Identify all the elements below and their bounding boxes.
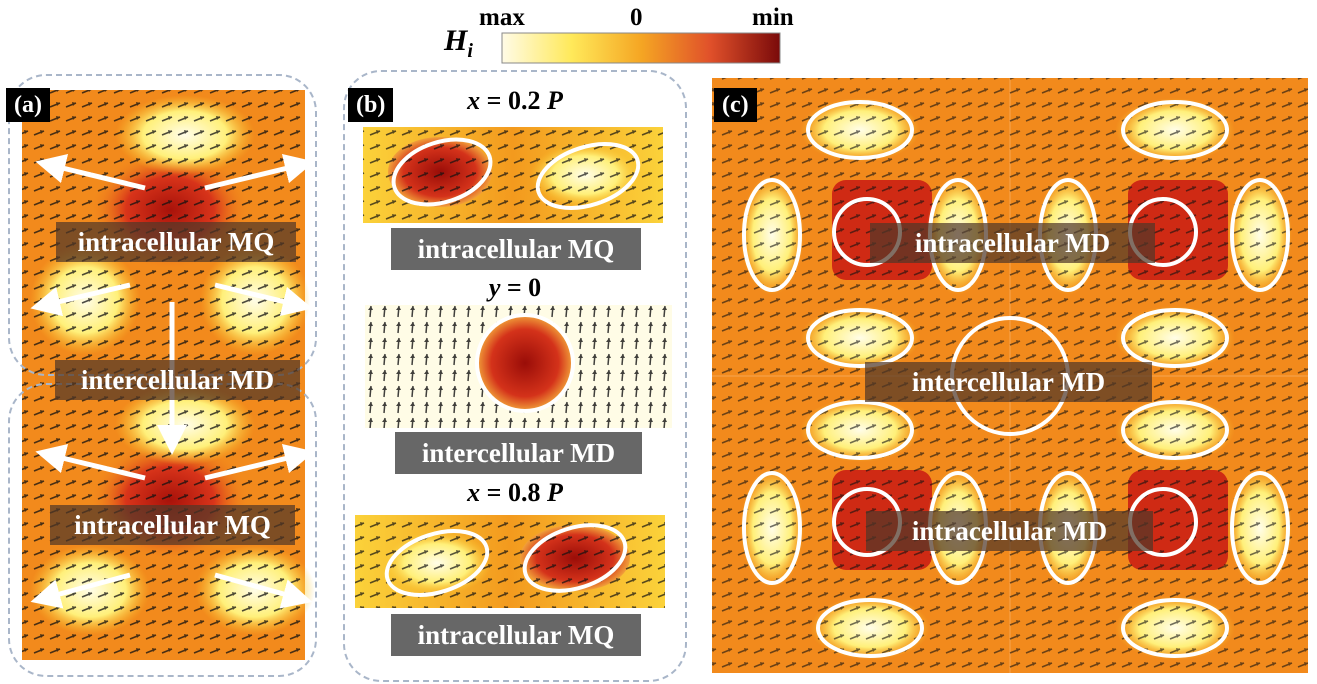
panel-c-field bbox=[712, 78, 1308, 673]
panel-c-label-middle: intercellular MD bbox=[865, 362, 1152, 402]
colorbar-zero-label: 0 bbox=[630, 4, 643, 31]
panel-b-label-1: intracellular MQ bbox=[391, 228, 641, 270]
panel-b-label-2: intercellular MD bbox=[395, 432, 642, 474]
panel-a-label-bottom: intracellular MQ bbox=[50, 505, 295, 545]
colorbar-symbol: Hi bbox=[444, 24, 473, 63]
panel-b-tag: (b) bbox=[348, 88, 394, 122]
panel-c-tag: (c) bbox=[714, 88, 757, 122]
panel-c-label-top: intracellular MD bbox=[870, 223, 1155, 263]
panel-b-strip-2 bbox=[365, 305, 672, 428]
panel-c-label-bottom: intracellular MD bbox=[866, 511, 1153, 551]
panel-b-label-3: intracellular MQ bbox=[391, 614, 641, 656]
colorbar-min-label: min bbox=[752, 4, 794, 31]
colorbar-max-label: max bbox=[479, 4, 525, 31]
panel-b-title-3: x = 0.8 P bbox=[467, 478, 563, 507]
panel-b-title-1: x = 0.2 P bbox=[467, 86, 563, 115]
panel-a-label-top: intracellular MQ bbox=[56, 222, 296, 262]
panel-b-border bbox=[343, 70, 687, 682]
panel-a-flow-arrows bbox=[30, 153, 315, 609]
panel-a-label-middle: intercellular MD bbox=[55, 360, 300, 400]
panel-b-strip-1 bbox=[363, 127, 663, 223]
panel-a-tag: (a) bbox=[6, 88, 50, 122]
colorbar bbox=[501, 32, 781, 64]
panel-b-strip-3 bbox=[355, 515, 665, 608]
colorbar-symbol-letter: H bbox=[444, 24, 468, 57]
colorbar-symbol-subscript: i bbox=[467, 40, 473, 62]
panel-b-title-2: y = 0 bbox=[488, 273, 542, 302]
